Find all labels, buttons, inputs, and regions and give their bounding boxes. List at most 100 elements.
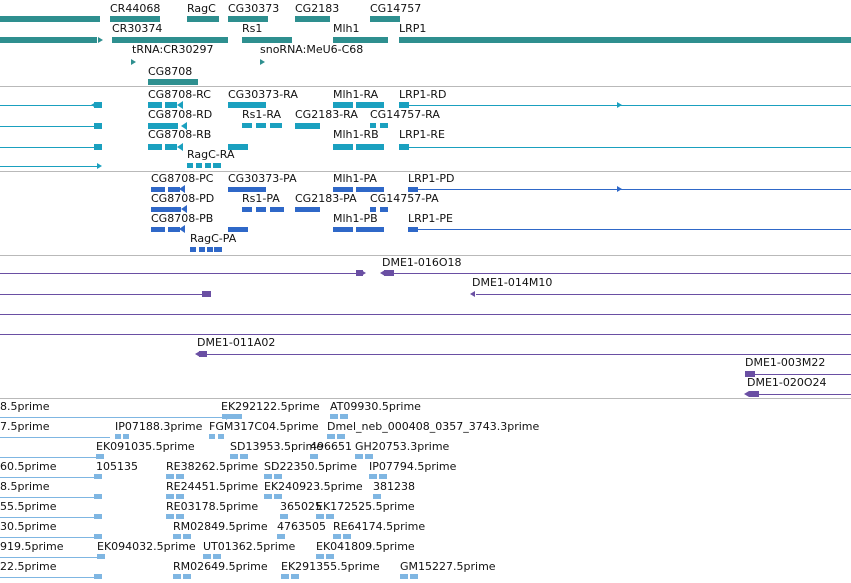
feature-block[interactable] — [316, 554, 324, 559]
feature-label[interactable]: RE64174.5prime — [333, 520, 426, 533]
feature-block[interactable] — [270, 207, 284, 212]
feature-block[interactable] — [151, 187, 165, 192]
feature-block[interactable] — [333, 102, 353, 108]
feature-label[interactable]: EK291355.5prime — [281, 560, 380, 573]
feature-block[interactable] — [148, 144, 162, 150]
feature-block[interactable] — [373, 494, 381, 499]
feature-block[interactable] — [370, 207, 376, 212]
feature-label[interactable]: CG8708-RD — [148, 108, 213, 121]
feature-block[interactable] — [110, 16, 160, 22]
feature-label[interactable]: RE24451.5prime — [166, 480, 259, 493]
feature-block[interactable] — [326, 554, 334, 559]
feature-block[interactable] — [333, 37, 388, 43]
feature-block[interactable] — [228, 102, 266, 108]
feature-block[interactable] — [370, 16, 400, 22]
feature-label[interactable]: CG8708-PC — [151, 172, 214, 185]
feature-block[interactable] — [173, 574, 181, 579]
feature-block[interactable] — [123, 434, 129, 439]
feature-block[interactable] — [205, 163, 211, 168]
feature-block[interactable] — [94, 494, 102, 499]
feature-block[interactable] — [218, 434, 224, 439]
feature-line[interactable] — [0, 497, 100, 498]
feature-block[interactable] — [165, 144, 177, 150]
feature-block[interactable] — [264, 494, 272, 499]
feature-label[interactable]: LRP1-PE — [408, 212, 453, 225]
feature-block[interactable] — [165, 102, 177, 108]
feature-label[interactable]: snoRNA:MeU6-C68 — [260, 43, 364, 56]
feature-label[interactable]: 365025 — [280, 500, 322, 513]
feature-block[interactable] — [356, 270, 363, 276]
feature-block[interactable] — [356, 227, 384, 232]
feature-block[interactable] — [295, 16, 330, 22]
feature-block[interactable] — [168, 227, 180, 232]
feature-block[interactable] — [199, 247, 205, 252]
feature-label[interactable]: RagC-RA — [187, 148, 235, 161]
feature-label[interactable]: CG8708 — [148, 65, 193, 78]
feature-label[interactable]: Mlh1-PA — [333, 172, 377, 185]
feature-label[interactable]: CG2183-RA — [295, 108, 358, 121]
feature-block[interactable] — [355, 454, 363, 459]
feature-label[interactable]: CG14757-RA — [370, 108, 440, 121]
feature-line[interactable] — [418, 189, 851, 190]
feature-block[interactable] — [115, 434, 121, 439]
feature-block[interactable] — [291, 574, 299, 579]
feature-block[interactable] — [400, 574, 408, 579]
feature-label[interactable]: UT01362.5prime — [203, 540, 296, 553]
feature-label[interactable]: DME1-016O18 — [382, 256, 462, 269]
feature-label[interactable]: 8.5prime — [0, 400, 50, 413]
feature-block[interactable] — [94, 123, 102, 129]
feature-block[interactable] — [176, 474, 184, 479]
feature-block[interactable] — [333, 187, 353, 192]
feature-label[interactable]: CG14757-PA — [370, 192, 439, 205]
feature-block[interactable] — [190, 247, 196, 252]
feature-block[interactable] — [94, 474, 102, 479]
feature-block[interactable] — [264, 474, 272, 479]
feature-block[interactable] — [183, 534, 191, 539]
feature-line[interactable] — [418, 229, 851, 230]
feature-block[interactable] — [242, 207, 252, 212]
feature-block[interactable] — [187, 16, 219, 22]
feature-block[interactable] — [242, 123, 252, 128]
feature-block[interactable] — [330, 414, 338, 419]
feature-block[interactable] — [242, 37, 292, 43]
feature-label[interactable]: Mlh1 — [333, 22, 360, 35]
feature-block[interactable] — [94, 102, 102, 108]
feature-line[interactable] — [409, 147, 851, 148]
feature-block[interactable] — [94, 144, 102, 150]
feature-block[interactable] — [176, 494, 184, 499]
feature-line[interactable] — [476, 294, 851, 295]
feature-block[interactable] — [274, 474, 282, 479]
feature-block[interactable] — [399, 37, 851, 43]
feature-block[interactable] — [365, 454, 373, 459]
feature-line[interactable] — [0, 577, 100, 578]
feature-label[interactable]: CR44068 — [110, 2, 161, 15]
feature-label[interactable]: tRNA:CR30297 — [132, 43, 214, 56]
feature-block[interactable] — [209, 434, 215, 439]
feature-label[interactable]: CG8708-PD — [151, 192, 215, 205]
feature-label[interactable]: 60.5prime — [0, 460, 57, 473]
feature-label[interactable]: Mlh1-RB — [333, 128, 379, 141]
feature-block[interactable] — [399, 144, 409, 150]
feature-block[interactable] — [310, 454, 318, 459]
feature-label[interactable]: 919.5prime — [0, 540, 64, 553]
feature-line[interactable] — [0, 417, 230, 418]
feature-label[interactable]: Rs1-PA — [242, 192, 280, 205]
feature-label[interactable]: LRP1 — [399, 22, 427, 35]
feature-label[interactable]: LRP1-RE — [399, 128, 445, 141]
feature-line[interactable] — [755, 374, 851, 375]
feature-label[interactable]: LRP1-PD — [408, 172, 455, 185]
feature-block[interactable] — [380, 207, 388, 212]
feature-block[interactable] — [333, 144, 353, 150]
feature-label[interactable]: GM15227.5prime — [400, 560, 496, 573]
feature-label[interactable]: CG30373-RA — [228, 88, 298, 101]
feature-label[interactable]: RE03178.5prime — [166, 500, 259, 513]
feature-label[interactable]: EK292122.5prime — [221, 400, 320, 413]
feature-label[interactable]: LRP1-RD — [399, 88, 447, 101]
feature-block[interactable] — [0, 16, 100, 22]
feature-block[interactable] — [166, 474, 174, 479]
feature-block[interactable] — [408, 187, 418, 192]
feature-label[interactable]: EK091035.5prime — [96, 440, 195, 453]
feature-label[interactable]: AT09930.5prime — [330, 400, 421, 413]
feature-block[interactable] — [327, 434, 335, 439]
feature-label[interactable]: EK041809.5prime — [316, 540, 415, 553]
